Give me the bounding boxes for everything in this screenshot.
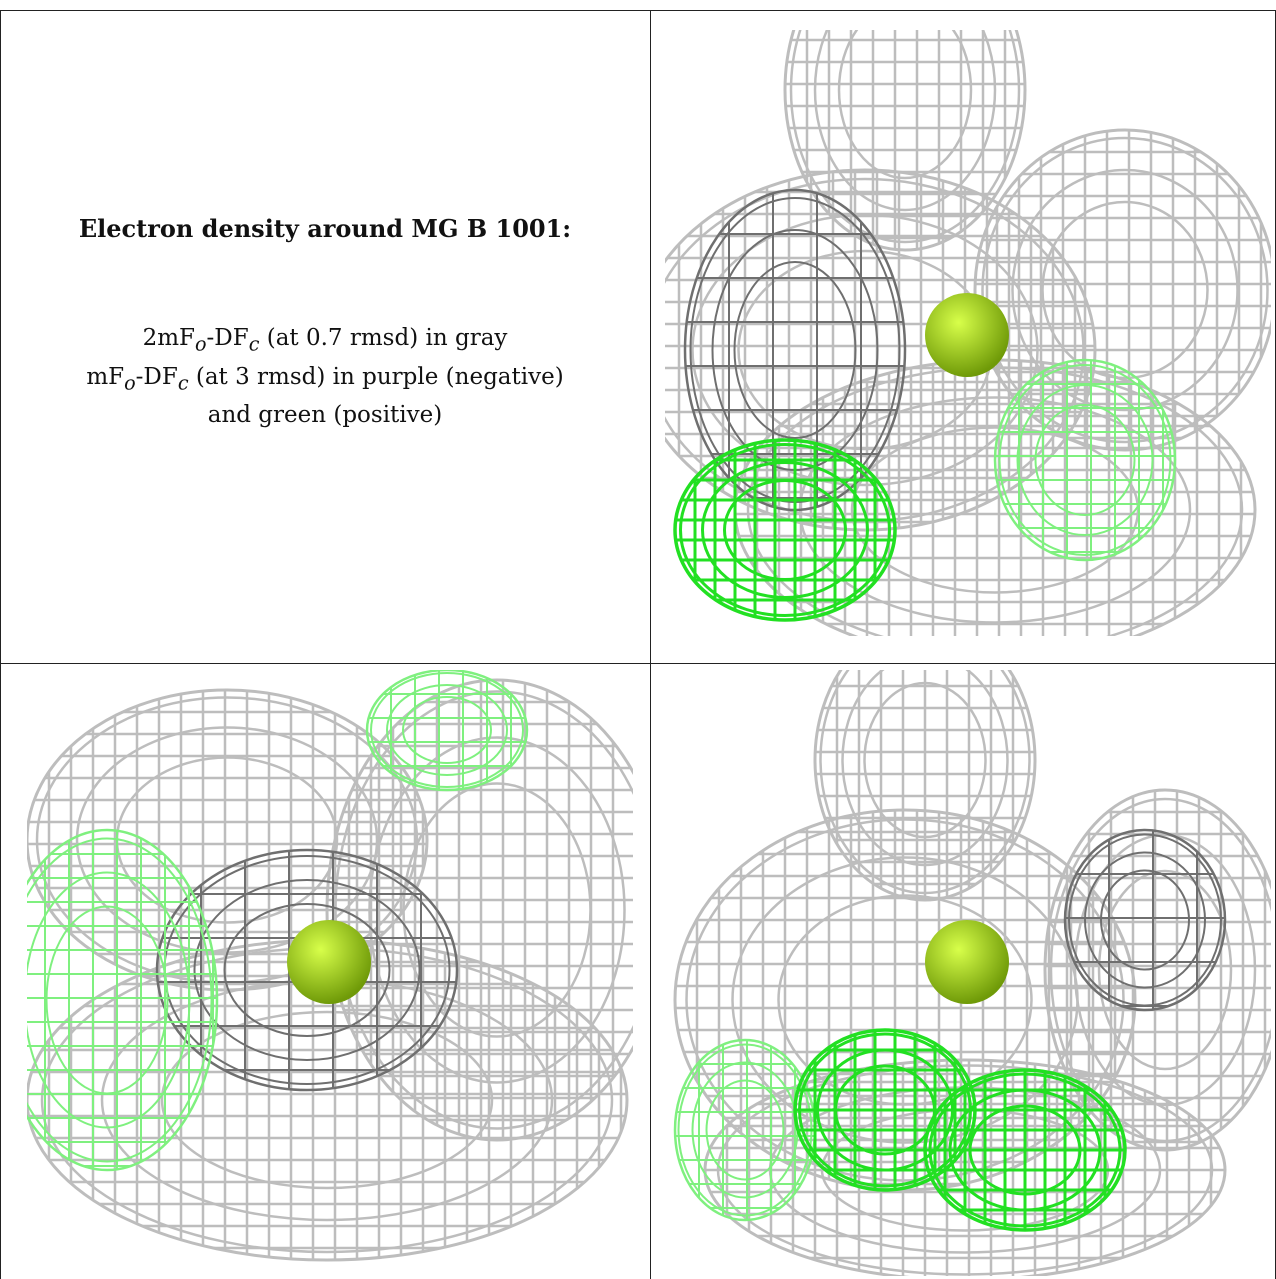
- caption-title: Electron density around MG B 1001:: [78, 214, 572, 243]
- legend-line-gray: 2mFo-DFc (at 0.7 rmsd) in gray: [142, 325, 508, 356]
- light-green-mesh-top: [365, 670, 529, 792]
- density-view-top-right: [665, 30, 1271, 636]
- mg-ion-sphere: [287, 920, 371, 1004]
- caption-legend: 2mFo-DFc (at 0.7 rmsd) in gray mFo-DFc (…: [0, 322, 650, 432]
- center-divider: [650, 10, 651, 1279]
- light-green-mesh-left: [27, 828, 219, 1172]
- mg-ion-sphere: [925, 293, 1009, 377]
- density-view-bottom-left: [27, 670, 633, 1276]
- gray-mesh-top: [783, 30, 1027, 252]
- legend-line-positive: and green (positive): [207, 402, 443, 429]
- left-border: [0, 10, 1, 1279]
- density-view-bottom-right: [665, 670, 1271, 1276]
- top-border: [0, 10, 1276, 11]
- mesh-render-3: [673, 670, 1271, 1276]
- mg-ion-sphere: [925, 920, 1009, 1004]
- middle-divider: [0, 663, 1276, 664]
- mesh-render-1: [665, 30, 1271, 636]
- dark-mesh-right: [1063, 828, 1227, 1012]
- mesh-render-2: [27, 670, 633, 1262]
- caption-cell: Electron density around MG B 1001: 2mFo-…: [0, 0, 650, 663]
- gray-mesh-right: [973, 128, 1271, 452]
- green-mesh-right: [923, 1068, 1127, 1232]
- legend-line-diff: mFo-DFc (at 3 rmsd) in purple (negative): [86, 363, 564, 395]
